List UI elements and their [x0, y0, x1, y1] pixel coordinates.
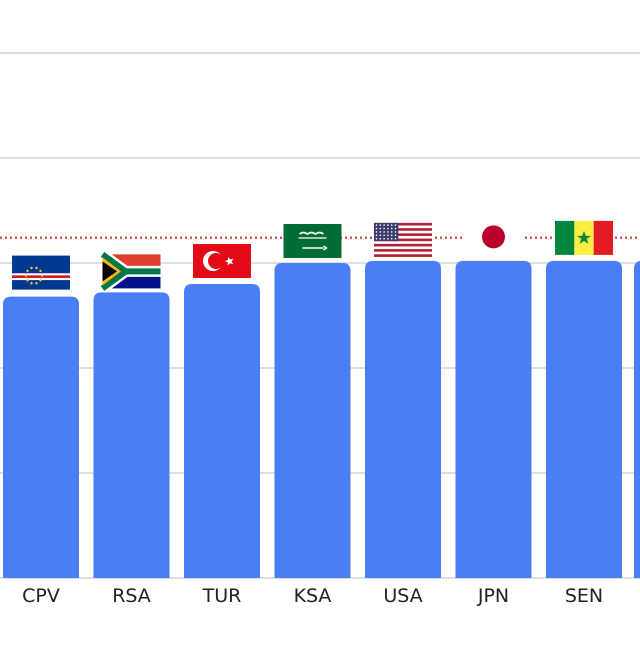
bar-cpv: [3, 296, 79, 578]
tick-label-ksa: KSA: [294, 585, 332, 607]
bar-tur: [184, 284, 260, 578]
tick-label-sen: SEN: [565, 585, 603, 607]
bar-partial: [634, 261, 640, 578]
turkey-flag: [193, 244, 251, 278]
bar-sen: [546, 260, 622, 578]
tick-label-jpn: JPN: [477, 585, 509, 607]
bar-usa: [365, 260, 441, 578]
bar-jpn: [455, 260, 532, 578]
usa-flag: [374, 222, 432, 257]
cape-verde-flag: [12, 255, 70, 290]
x-tick-labels: CPV RSA TUR KSA USA JPN SEN: [22, 585, 603, 607]
tick-label-usa: USA: [383, 585, 422, 607]
south-africa-flag: [99, 249, 161, 293]
saudi-arabia-flag: [283, 224, 342, 258]
bar-rsa: [93, 292, 170, 578]
tick-label-rsa: RSA: [112, 585, 151, 607]
bars: [3, 260, 640, 578]
tick-label-cpv: CPV: [22, 585, 60, 607]
japan-flag: [464, 219, 523, 254]
flags: [12, 219, 613, 293]
senegal-flag: [555, 220, 613, 255]
tick-label-tur: TUR: [202, 585, 242, 607]
bar-ksa: [274, 263, 351, 578]
